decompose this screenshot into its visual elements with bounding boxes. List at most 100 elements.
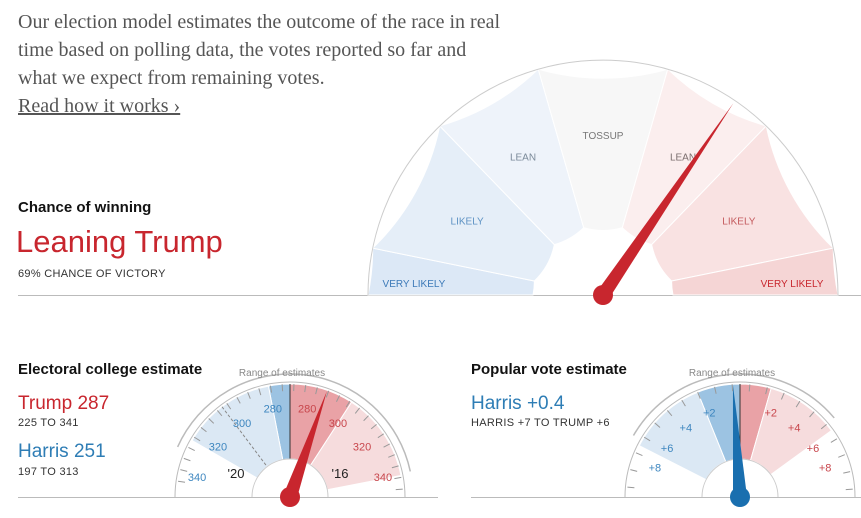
electoral-tick [178, 480, 186, 483]
chance-band-label: VERY LIKELY [761, 279, 824, 290]
divider [471, 497, 861, 498]
chance-band [537, 68, 669, 231]
popular-tick [765, 387, 768, 395]
intro: Our election model estimates the outcome… [18, 8, 508, 120]
electoral-tick-label: 300 [329, 418, 347, 430]
popular-tick-label: +4 [680, 423, 693, 435]
popular-value: Harris +0.4 [471, 393, 565, 414]
chance-sub: 69% CHANCE OF VICTORY [18, 268, 166, 280]
harris-range: 197 TO 313 [18, 466, 79, 478]
marker-2020-line [221, 406, 267, 466]
electoral-tick-label: 320 [209, 442, 227, 454]
intro-text: Our election model estimates the outcome… [18, 11, 501, 89]
chance-heading: Chance of winning [18, 199, 152, 216]
divider [18, 497, 438, 498]
popular-tick [748, 384, 751, 392]
electoral-needle-hub [280, 487, 300, 507]
popular-needle [732, 385, 747, 498]
popular-tick-label: +6 [807, 443, 820, 455]
electoral-tick [383, 443, 391, 448]
electoral-tick [216, 410, 223, 417]
electoral-tick [188, 447, 195, 451]
electoral-tick-label: 320 [353, 442, 371, 454]
electoral-tick [325, 390, 330, 398]
electoral-tick [180, 469, 188, 472]
popular-range-arc [632, 373, 835, 436]
electoral-tick [193, 436, 201, 442]
electoral-tick-label: 340 [188, 472, 206, 484]
electoral-tick [363, 415, 369, 422]
popular-tick-label: +4 [788, 423, 801, 435]
popular-tick-label: +2 [765, 407, 778, 419]
chance-band-label: VERY LIKELY [383, 279, 446, 290]
chance-needle [597, 103, 734, 299]
chance-band [651, 124, 835, 282]
chance-band [671, 247, 839, 296]
electoral-tick [394, 476, 402, 480]
electoral-tick [258, 388, 262, 396]
chance-band-label: LEAN [670, 152, 696, 163]
gauge-outline [367, 59, 839, 296]
electoral-tick [354, 407, 360, 414]
popular-tick [666, 410, 673, 417]
electoral-hub-area [251, 458, 329, 498]
read-how-it-works-link[interactable]: Read how it works › [18, 95, 181, 117]
popular-tick [627, 486, 635, 489]
electoral-tick [183, 457, 191, 462]
popular-tick-label: +2 [703, 407, 716, 419]
electoral-tick [345, 400, 351, 408]
popular-tick-label: +6 [661, 443, 674, 455]
marker-2016: '16 [332, 466, 349, 481]
chance-band [371, 124, 555, 282]
popular-heading: Popular vote estimate [471, 361, 627, 378]
electoral-tick [315, 387, 318, 395]
electoral-tick [304, 385, 307, 393]
popular-range: HARRIS +7 TO TRUMP +6 [471, 417, 610, 429]
popular-tick [654, 422, 661, 428]
chance-band-label: TOSSUP [583, 131, 624, 142]
popular-range-label: Range of estimates [689, 368, 775, 379]
popular-tick [820, 423, 827, 430]
electoral-needle [283, 391, 327, 500]
popular-tick [697, 392, 701, 399]
popular-tick [681, 399, 686, 407]
popular-tick [780, 392, 785, 400]
electoral-tick [200, 427, 207, 433]
chance-band-label: LEAN [510, 152, 536, 163]
trump-electoral: Trump 287 [18, 393, 110, 414]
electoral-tick-label: 280 [264, 404, 282, 416]
electoral-heading: Electoral college estimate [18, 361, 203, 378]
harris-electoral: Harris 251 [18, 441, 106, 462]
electoral-tick [370, 423, 377, 430]
popular-needle-hub [730, 487, 750, 507]
popular-tick [830, 438, 838, 443]
popular-tick [635, 452, 643, 457]
electoral-range-label: Range of estimates [239, 368, 325, 379]
popular-tick [843, 471, 851, 474]
chance-needle-hub [593, 285, 613, 305]
electoral-tick-label: 280 [298, 404, 316, 416]
electoral-tick [236, 396, 241, 404]
trump-range: 225 TO 341 [18, 417, 79, 429]
chance-band-label: LIKELY [451, 216, 484, 227]
marker-2020: '20 [228, 466, 245, 481]
popular-tick [838, 454, 845, 458]
chance-result: Leaning Trump [16, 224, 223, 259]
electoral-tick [226, 403, 232, 410]
electoral-tick [247, 392, 251, 399]
electoral-tick [388, 454, 395, 458]
popular-tick [795, 400, 801, 408]
electoral-range-arc [176, 373, 412, 472]
popular-tick [630, 469, 638, 472]
chance-band-label: LIKELY [722, 216, 755, 227]
popular-tick-label: +8 [819, 463, 832, 475]
popular-tick-label: +8 [649, 463, 662, 475]
electoral-tick [336, 395, 340, 402]
electoral-tick [377, 433, 384, 439]
electoral-tick-label: 340 [374, 472, 392, 484]
electoral-tick [269, 385, 273, 393]
electoral-tick [208, 418, 215, 424]
electoral-tick [391, 465, 399, 469]
popular-tick [714, 386, 717, 394]
